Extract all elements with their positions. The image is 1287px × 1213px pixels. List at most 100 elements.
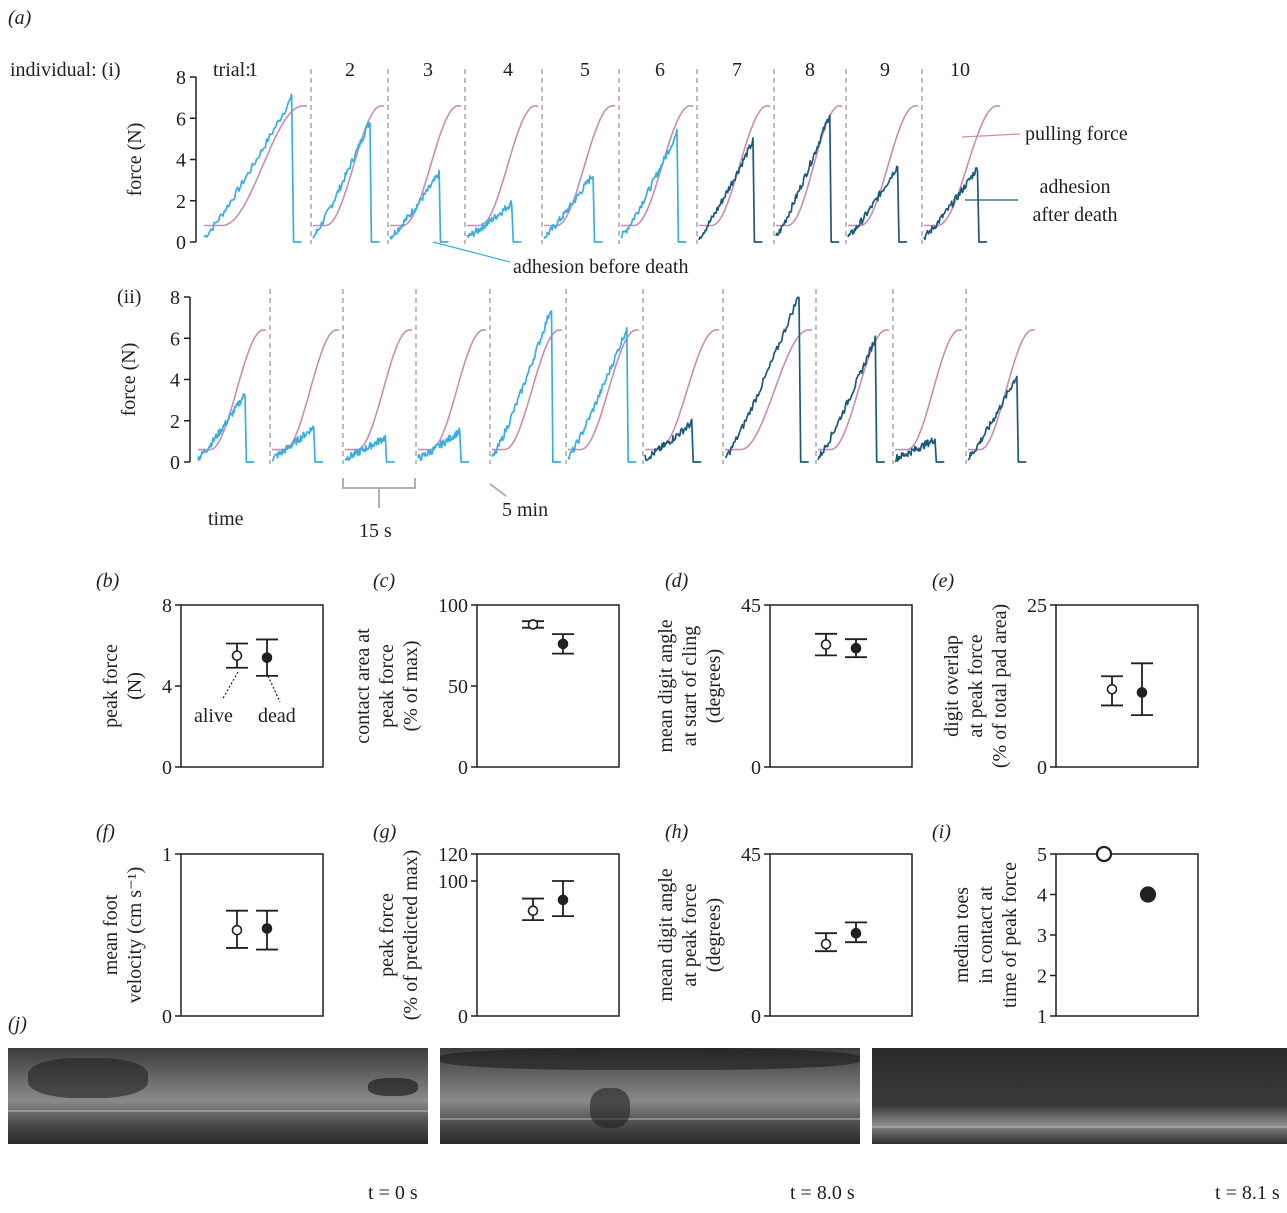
panel-label-f: (f) — [96, 821, 115, 843]
adhesion-trace — [312, 121, 380, 243]
frame-time-1: t = 0 s — [368, 1182, 418, 1204]
adhesion-before-pointer — [432, 241, 511, 263]
panel-label-c: (c) — [373, 570, 396, 592]
y-axis-label-line: in contact at — [975, 886, 997, 984]
y-axis-label-line: at start of cling — [679, 626, 701, 747]
pulling-force-line — [699, 105, 770, 227]
time-label: time — [208, 508, 244, 530]
adhesion-trace — [344, 434, 395, 463]
adhesion-trace — [389, 169, 449, 243]
y-tick-label: 2 — [176, 191, 186, 213]
dead-mean-point — [1136, 687, 1148, 698]
adhesion-trace — [417, 427, 470, 463]
y-tick-label: 0 — [176, 232, 186, 254]
y-tick-label: 0 — [751, 1006, 761, 1028]
y-tick-label: 8 — [176, 67, 186, 89]
summary-panel-g: (g) 0 100 120 peak force (% of predicted max) — [373, 821, 620, 1028]
adhesion-trace — [197, 392, 255, 463]
row-label-i: individual: (i) — [10, 59, 121, 81]
summary-panel-c: (c) 0 50 100 contact area at peak force (% of … — [352, 570, 620, 779]
frame-time-3: t = 8.1 s — [1215, 1182, 1280, 1204]
pulling-force-line — [968, 329, 1035, 451]
dead-mean-point — [261, 652, 273, 663]
pulling-force-line — [544, 105, 615, 227]
interval-pointer — [489, 483, 507, 497]
adhesion-trace — [567, 326, 637, 463]
summary-panel-h: (h) 0 45 mean digit angle at peak force (degr… — [655, 821, 913, 1028]
alive-mean-point — [527, 905, 539, 917]
y-axis-label-line: contact area at — [352, 628, 374, 744]
force-trace-row-2: 0 2 4 6 8 force (N) 15 s 5 min time — [118, 287, 1035, 542]
y-axis-label-line: peak force — [100, 644, 122, 728]
force-trace-row-1: 0 2 4 6 8 force (N) 1 2 3 4 5 6 7 8 9 10 pulling force ad… — [124, 59, 1128, 278]
y-tick-label: 8 — [162, 595, 172, 617]
y-axis-label-line: at peak force — [965, 634, 987, 737]
adhesion-trace — [698, 137, 763, 243]
y-axis-label-line: (% of predicted max) — [400, 850, 422, 1020]
pulling-force-line — [390, 105, 461, 227]
plot-frame — [476, 853, 620, 1017]
y-axis-label-line: (N) — [124, 672, 146, 700]
pulling-force-line — [204, 105, 307, 227]
plot-frame — [1055, 604, 1199, 768]
frame-time-2: t = 8.0 s — [790, 1182, 855, 1204]
y-tick-label: 0 — [162, 1006, 172, 1028]
summary-panel-b: (b) 0 4 8 peak force (N) alive dead — [96, 570, 324, 779]
adhesion-trace — [775, 114, 840, 243]
y-tick-label: 0 — [458, 1006, 468, 1028]
panel-label-g: (g) — [373, 821, 397, 843]
alive-mean-point — [820, 639, 832, 650]
panel-label-j: (j) — [8, 1013, 27, 1035]
alive-mean-point — [231, 924, 243, 936]
video-frame-3 — [872, 1048, 1287, 1144]
dead-mean-point — [557, 638, 569, 650]
adhesion-trace — [644, 418, 702, 463]
adhesion-trace — [620, 128, 687, 243]
y-tick-label: 45 — [741, 595, 761, 617]
pulling-force-pointer — [961, 133, 1021, 138]
y-tick-label: 0 — [162, 757, 172, 779]
trial-number: 10 — [950, 59, 970, 81]
y-tick-label: 100 — [438, 871, 468, 893]
dead-pointer — [267, 675, 281, 703]
trial-number: 1 — [248, 59, 258, 81]
y-axis-label-line: peak force — [376, 644, 398, 728]
pulling-force-line — [776, 105, 842, 227]
y-tick-label: 5 — [1037, 844, 1047, 866]
y-axis-label-line: digit overlap — [941, 635, 963, 737]
video-frame-2 — [440, 1048, 860, 1144]
trial-number: 6 — [655, 59, 665, 81]
summary-panel-i: (i) 1 2 3 4 5 median toes in contact at time of … — [932, 821, 1199, 1028]
pulling-force-line — [621, 105, 693, 227]
y-tick-label: 6 — [176, 108, 186, 130]
panel-label-i: (i) — [932, 821, 951, 843]
pulling-force-line — [492, 329, 562, 451]
pulling-force-line — [848, 105, 918, 227]
dead-mean-point — [850, 927, 862, 939]
trial-number: 2 — [345, 59, 355, 81]
summary-panel-e: (e) 0 25 digit overlap at peak force (% of to… — [932, 570, 1199, 779]
trial-number: 4 — [503, 59, 513, 81]
y-tick-label: 100 — [438, 595, 468, 617]
pulling-force-line — [345, 329, 412, 451]
adhesion-after-label-1: adhesion — [1039, 176, 1110, 198]
adhesion-trace — [817, 335, 885, 463]
y-tick-label: 50 — [448, 676, 468, 698]
pulling-force-line — [467, 105, 538, 227]
y-tick-label: 25 — [1027, 595, 1047, 617]
alive-label: alive — [194, 705, 233, 727]
plot-frame — [1055, 853, 1199, 1017]
pulling-force-line — [198, 329, 266, 451]
panel-label-h: (h) — [665, 821, 689, 843]
plot-frame — [476, 604, 620, 768]
alive-mean-point — [820, 938, 832, 950]
dead-mean-point — [1139, 886, 1157, 903]
adhesion-before-label: adhesion before death — [513, 256, 688, 278]
adhesion-trace — [923, 167, 987, 243]
pulling-force-line — [418, 329, 486, 451]
trial-number: 7 — [732, 59, 742, 81]
y-tick-label: 3 — [1037, 925, 1047, 947]
y-tick-label: 0 — [170, 452, 180, 474]
y-axis-label-line: mean digit angle — [655, 619, 677, 752]
